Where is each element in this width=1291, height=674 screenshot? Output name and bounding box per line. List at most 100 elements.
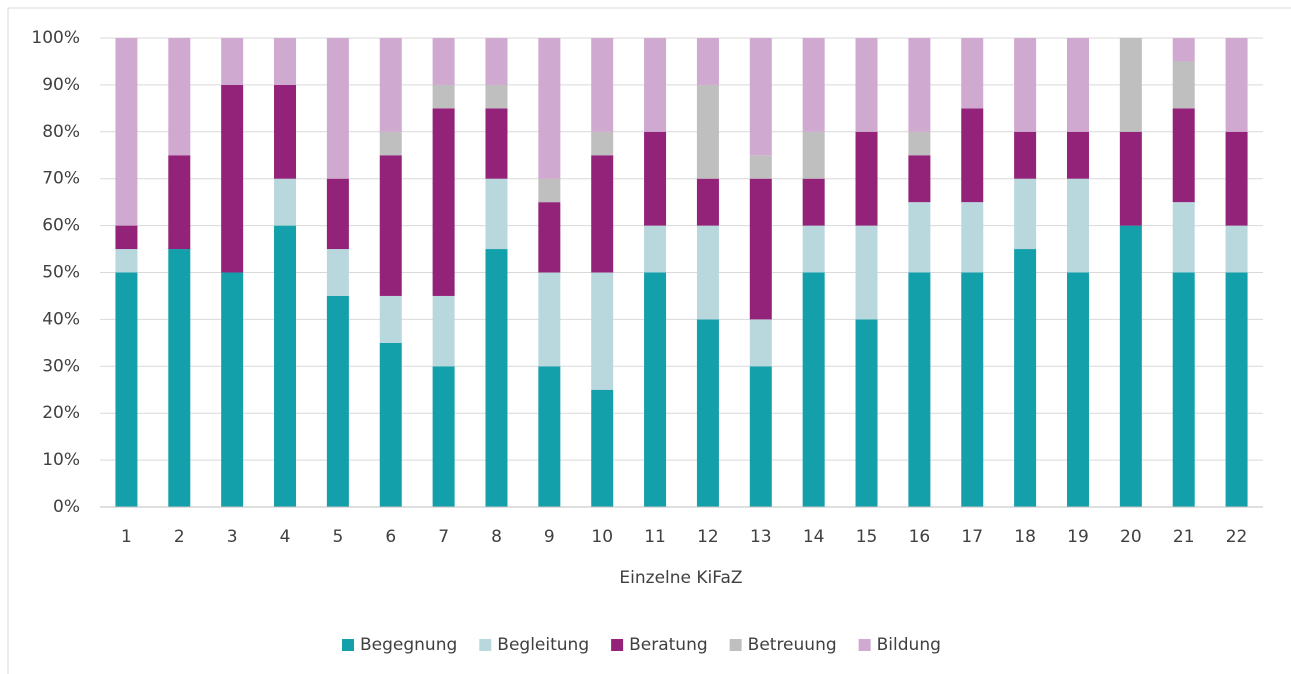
bar-segment — [1014, 178, 1037, 250]
bar-segment — [961, 272, 984, 507]
legend-label: Begleitung — [497, 635, 589, 655]
y-tick-label: 10% — [42, 450, 80, 470]
x-tick-label: 17 — [961, 527, 983, 547]
bar-segment — [1014, 131, 1037, 179]
bar-segment — [379, 155, 402, 296]
bar-segment — [1119, 225, 1142, 507]
x-tick-label: 10 — [591, 527, 613, 547]
bar-segment — [1066, 38, 1089, 132]
x-tick-label: 2 — [174, 527, 185, 547]
bar-segment — [538, 366, 561, 507]
x-tick-label: 7 — [438, 527, 449, 547]
legend-swatch — [342, 639, 354, 651]
bar-segment — [485, 249, 508, 508]
bar-segment — [379, 38, 402, 132]
bar-segment — [749, 155, 772, 179]
bar-segment — [326, 38, 349, 179]
bar-segment — [221, 272, 244, 507]
y-tick-label: 100% — [31, 28, 80, 48]
legend-swatch — [611, 639, 624, 651]
x-tick-label: 19 — [1067, 527, 1089, 547]
bar-segment — [644, 38, 667, 132]
bar-segment — [168, 38, 191, 156]
bar-segment — [115, 225, 138, 250]
bar-segment — [961, 202, 984, 273]
x-tick-label: 22 — [1226, 527, 1248, 547]
bar-segment — [1225, 131, 1248, 226]
bar-segment — [749, 319, 772, 367]
legend-swatch — [858, 639, 871, 651]
bar-segment — [221, 38, 244, 85]
x-tick-label: 8 — [491, 527, 502, 547]
bar-segment — [749, 38, 772, 156]
bar-segment — [326, 178, 349, 250]
bar-segment — [1119, 38, 1142, 132]
bar-segment — [274, 178, 297, 226]
x-tick-label: 12 — [697, 527, 719, 547]
x-tick-label: 1 — [121, 527, 132, 547]
bar-segment — [591, 272, 614, 390]
bar-segment — [908, 155, 931, 203]
bar-segment — [696, 38, 719, 85]
bar-segment — [485, 84, 508, 109]
bar-segment — [855, 38, 878, 132]
bar-segment — [908, 202, 931, 273]
bar-segment — [696, 178, 719, 226]
bar-segment — [115, 38, 138, 226]
x-tick-label: 11 — [644, 527, 666, 547]
bar-segment — [538, 38, 561, 179]
y-tick-label: 60% — [42, 216, 80, 236]
chart-frame — [7, 7, 1291, 674]
legend-swatch — [729, 639, 742, 651]
x-tick-label: 20 — [1120, 527, 1142, 547]
bar-segment — [538, 178, 561, 203]
bar-segment — [168, 249, 191, 508]
bar-segment — [485, 178, 508, 250]
bar-segment — [802, 38, 825, 132]
x-tick-label: 14 — [803, 527, 825, 547]
bar-segment — [855, 319, 878, 507]
bar-segment — [1172, 272, 1195, 507]
x-tick-label: 4 — [280, 527, 291, 547]
x-tick-label: 21 — [1173, 527, 1195, 547]
bar-segment — [168, 155, 191, 250]
y-tick-label: 90% — [42, 75, 80, 95]
bar-segment — [379, 342, 402, 507]
bar-segment — [1172, 61, 1195, 109]
legend-swatch — [479, 639, 492, 651]
x-tick-label: 18 — [1014, 527, 1036, 547]
bar-segment — [485, 38, 508, 85]
bar-segment — [1066, 178, 1089, 273]
bar-segment — [855, 131, 878, 226]
bar-segment — [908, 38, 931, 132]
x-tick-label: 9 — [544, 527, 555, 547]
x-axis-title: Einzelne KiFaZ — [619, 568, 742, 588]
bar-segment — [326, 295, 349, 507]
y-tick-label: 0% — [53, 497, 80, 517]
bar-segment — [379, 295, 402, 343]
bar-segment — [1225, 38, 1248, 132]
bar-segment — [908, 272, 931, 507]
x-tick-label: 3 — [227, 527, 238, 547]
bar-segment — [1119, 131, 1142, 226]
bar-segment — [326, 249, 349, 296]
y-tick-label: 30% — [42, 356, 80, 376]
bar-segment — [221, 84, 244, 273]
bar-segment — [432, 84, 455, 109]
x-tick-label: 13 — [750, 527, 772, 547]
y-tick-label: 50% — [42, 263, 80, 283]
legend-label: Bildung — [877, 635, 941, 655]
x-tick-label: 16 — [909, 527, 931, 547]
legend-label: Begegnung — [360, 635, 457, 655]
bar-segment — [696, 225, 719, 320]
bar-segment — [696, 84, 719, 179]
bar-segment — [379, 131, 402, 156]
bar-segment — [274, 38, 297, 85]
bar-segment — [1225, 272, 1248, 507]
bar-segment — [591, 131, 614, 156]
bar-segment — [644, 225, 667, 273]
bar-segment — [432, 38, 455, 85]
x-tick-label: 5 — [332, 527, 343, 547]
bar-segment — [802, 272, 825, 507]
bar-segment — [1225, 225, 1248, 273]
